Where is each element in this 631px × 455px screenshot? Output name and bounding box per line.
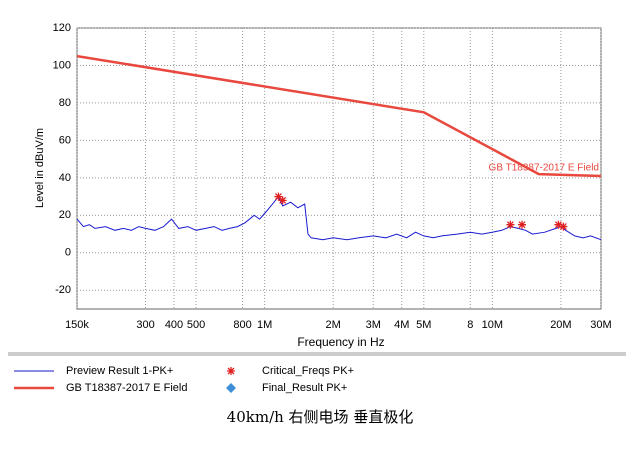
x-tick-label: 20M <box>550 319 571 331</box>
x-tick-label: 1M <box>257 319 272 331</box>
critical-freq-marker <box>554 220 563 229</box>
y-tick-label: 80 <box>59 97 71 109</box>
legend-swatch <box>227 367 235 375</box>
series-line <box>76 195 602 241</box>
x-tick-label: 5M <box>416 319 431 331</box>
critical-freq-marker <box>274 192 283 201</box>
x-tick-label: 3M <box>366 319 381 331</box>
critical-freq-marker <box>518 220 527 229</box>
legend-label: Final_Result PK+ <box>262 382 347 394</box>
critical-freq-marker <box>559 222 568 231</box>
caption: 40km/h 右侧电场 垂直极化 <box>227 408 414 426</box>
legend-label: GB T18387-2017 E Field <box>66 382 187 394</box>
y-tick-label: 120 <box>53 22 71 34</box>
x-tick-label: 10M <box>482 319 503 331</box>
x-tick-label: 2M <box>326 319 341 331</box>
legend-label: Preview Result 1-PK+ <box>66 365 173 377</box>
critical-freq-marker <box>506 220 515 229</box>
x-tick-label: 30M <box>590 319 611 331</box>
x-tick-label: 400 <box>165 319 183 331</box>
x-tick-label: 8 <box>467 319 473 331</box>
x-tick-label: 300 <box>136 319 154 331</box>
y-tick-label: 20 <box>59 209 71 221</box>
x-tick-label: 500 <box>187 319 205 331</box>
plot-frame <box>76 27 602 310</box>
y-axis-label: Level in dBuV/m <box>34 128 46 208</box>
y-tick-label: 40 <box>59 172 71 184</box>
legend-label: Critical_Freqs PK+ <box>262 365 354 377</box>
x-tick-label: 150k <box>65 319 89 331</box>
x-tick-label: 4M <box>394 319 409 331</box>
y-tick-label: 100 <box>53 59 71 71</box>
x-tick-label: 800 <box>233 319 251 331</box>
series-line <box>76 54 602 178</box>
critical-freq-marker <box>278 196 287 205</box>
legend-swatch <box>226 383 236 393</box>
limit-label: GB T18387-2017 E Field <box>489 163 599 174</box>
separator <box>8 352 626 356</box>
y-tick-label: 60 <box>59 134 71 146</box>
x-axis-label: Frequency in Hz <box>297 335 384 349</box>
y-tick-label: 0 <box>65 247 71 259</box>
y-tick-label: -20 <box>55 284 71 296</box>
